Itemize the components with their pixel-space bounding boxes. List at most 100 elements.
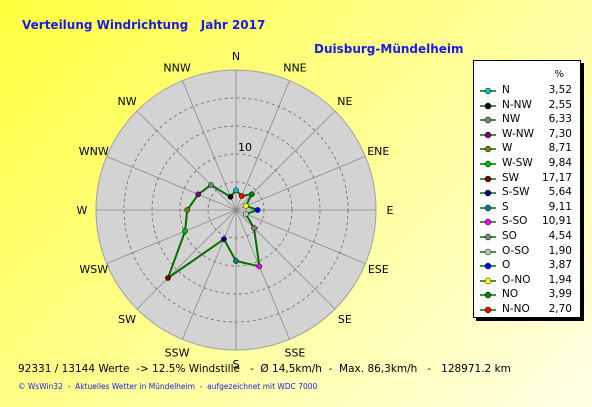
legend-value: 2,70 bbox=[548, 303, 572, 315]
legend-marker bbox=[480, 102, 496, 109]
point-wnw bbox=[195, 191, 202, 198]
direction-label-n: N bbox=[232, 50, 240, 63]
point-w bbox=[184, 207, 191, 213]
legend-marker bbox=[480, 277, 496, 285]
direction-label-wsw: WSW bbox=[79, 263, 108, 276]
legend-marker bbox=[480, 189, 496, 197]
legend-label: NO bbox=[502, 288, 519, 301]
point-se bbox=[251, 225, 257, 231]
direction-label-w: W bbox=[77, 204, 88, 217]
legend-marker bbox=[480, 131, 496, 139]
spoke-ene bbox=[235, 156, 366, 211]
legend-item: S-SO 10,91 bbox=[474, 214, 580, 230]
spoke-sw bbox=[136, 209, 237, 310]
legend-value: 3,99 bbox=[548, 288, 572, 301]
legend-value: 17,17 bbox=[541, 171, 572, 184]
legend-marker bbox=[480, 248, 496, 255]
legend-label: W-NW bbox=[502, 127, 534, 140]
legend-item: O 3,87 bbox=[474, 258, 580, 274]
legend-value: 5,64 bbox=[548, 186, 572, 199]
legend-value: 1,94 bbox=[548, 273, 572, 286]
legend-value: 2,55 bbox=[548, 98, 572, 111]
legend-item: N-NW 2,55 bbox=[474, 98, 580, 114]
spoke-sse bbox=[235, 209, 290, 340]
direction-label-sse: SSE bbox=[284, 346, 305, 359]
legend-label: O-NO bbox=[502, 273, 531, 286]
legend-item: W-NW 7,30 bbox=[474, 127, 580, 143]
ring-20 bbox=[123, 97, 349, 323]
point-ene bbox=[243, 202, 249, 209]
legend-item: S-SW 5,64 bbox=[474, 185, 580, 201]
legend-marker bbox=[480, 306, 496, 314]
legend-value: 4,54 bbox=[548, 230, 572, 242]
legend-marker bbox=[480, 87, 496, 95]
legend-marker bbox=[480, 262, 496, 270]
spoke-wnw bbox=[106, 156, 237, 211]
direction-label-sw: SW bbox=[118, 313, 136, 326]
spoke-wsw bbox=[106, 209, 237, 264]
spoke-ssw bbox=[182, 209, 237, 340]
legend-value: 9,84 bbox=[548, 157, 572, 169]
chart-title: Verteilung Windrichtung Jahr 2017 bbox=[22, 18, 266, 32]
direction-label-nne: NNE bbox=[283, 62, 306, 75]
point-nnw bbox=[227, 193, 234, 200]
legend-value: 3,52 bbox=[548, 84, 572, 96]
legend-item: SO 4,54 bbox=[474, 229, 580, 245]
legend-item: O-SO 1,90 bbox=[474, 244, 580, 260]
direction-label-s: S bbox=[233, 358, 240, 371]
legend-marker bbox=[480, 175, 496, 182]
direction-label-nw: NW bbox=[118, 95, 137, 108]
point-nw bbox=[208, 182, 214, 188]
spoke-nnw bbox=[182, 80, 237, 211]
legend-label: W bbox=[502, 142, 513, 155]
spoke-nne bbox=[235, 80, 290, 211]
legend-marker bbox=[480, 146, 496, 153]
point-ne bbox=[248, 191, 255, 198]
legend-value: 10,91 bbox=[541, 215, 572, 228]
legend-label: S-SO bbox=[502, 215, 528, 228]
ring-5 bbox=[207, 181, 265, 239]
legend-marker bbox=[480, 116, 496, 124]
scale-label: 10 bbox=[238, 141, 252, 154]
station-name: Duisburg-Mündelheim bbox=[314, 42, 464, 56]
legend-label: S-SW bbox=[502, 186, 530, 199]
legend-value: 7,30 bbox=[548, 127, 572, 140]
point-sw bbox=[165, 275, 171, 281]
direction-label-e: E bbox=[387, 204, 394, 217]
legend-value: 9,11 bbox=[548, 200, 572, 213]
legend-value: 1,90 bbox=[548, 244, 572, 257]
legend-item: O-NO 1,94 bbox=[474, 273, 580, 289]
legend-label: SO bbox=[502, 230, 517, 242]
legend-marker bbox=[480, 292, 496, 299]
direction-label-se: SE bbox=[338, 313, 352, 326]
point-e bbox=[254, 207, 261, 213]
ring-10 bbox=[179, 153, 293, 267]
legend-marker bbox=[480, 160, 496, 168]
legend-value: 3,87 bbox=[548, 259, 572, 272]
direction-label-ene: ENE bbox=[367, 145, 389, 158]
legend-item: SW 17,17 bbox=[474, 171, 580, 187]
point-wsw bbox=[182, 228, 188, 234]
legend-item: S 9,11 bbox=[474, 200, 580, 216]
direction-label-ese: ESE bbox=[368, 263, 389, 276]
direction-label-wnw: WNW bbox=[79, 145, 109, 158]
legend-item: NO 3,99 bbox=[474, 287, 580, 303]
legend-marker bbox=[480, 233, 496, 241]
legend-value: 6,33 bbox=[548, 113, 572, 126]
ring-15 bbox=[151, 125, 321, 295]
spoke-ese bbox=[235, 209, 366, 264]
legend-label: SW bbox=[502, 171, 520, 184]
point-ssw bbox=[221, 236, 227, 243]
legend-marker bbox=[480, 219, 496, 226]
legend-label: N-NO bbox=[502, 303, 530, 315]
legend-label: S bbox=[502, 200, 509, 213]
direction-label-ne: NE bbox=[337, 95, 352, 108]
legend-label: N-NW bbox=[502, 98, 532, 111]
point-n bbox=[233, 187, 239, 194]
spoke-nw bbox=[136, 110, 237, 211]
legend-item: N 3,52 bbox=[474, 83, 580, 99]
stats-footer: 92331 / 13144 Werte -> 12.5% Windstille … bbox=[18, 363, 511, 375]
legend: % N 3,52 N-NW 2,55 NW 6,33 W-NW 7,30 W 8,71 W-SW 9,… bbox=[473, 60, 581, 318]
legend-item: NW 6,33 bbox=[474, 112, 580, 128]
